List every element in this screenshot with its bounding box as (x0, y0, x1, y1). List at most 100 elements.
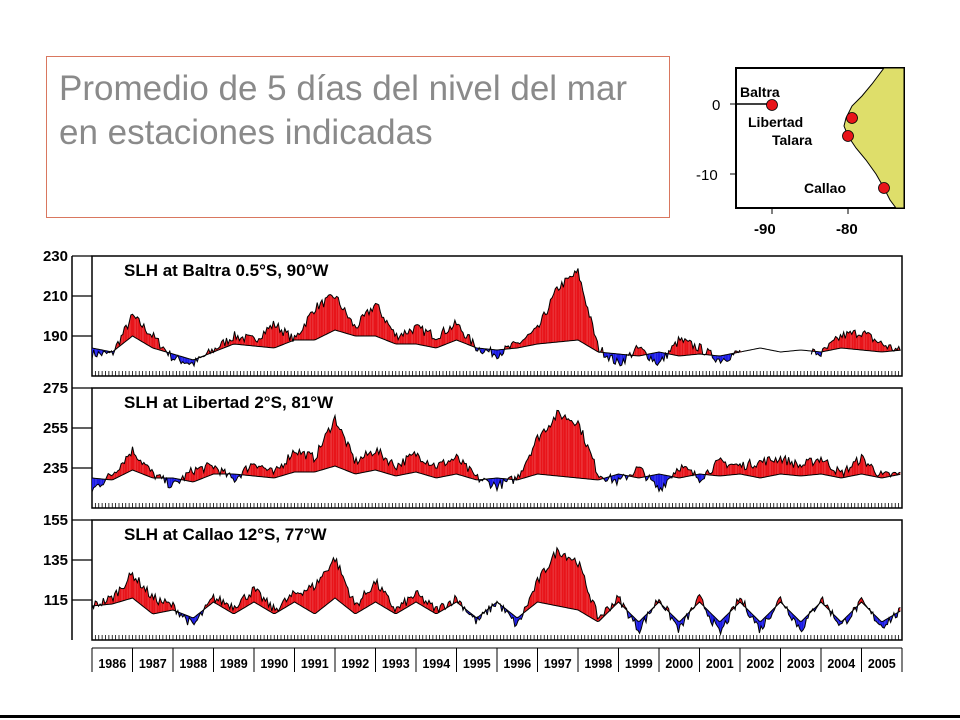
negative-anomaly-fill (495, 349, 497, 359)
positive-anomaly-fill (386, 458, 389, 474)
positive-anomaly-fill (391, 606, 394, 613)
positive-anomaly-fill (576, 268, 578, 341)
positive-anomaly-fill (331, 557, 334, 601)
positive-anomaly-fill (142, 462, 144, 475)
positive-anomaly-fill (765, 457, 768, 477)
positive-anomaly-fill (688, 340, 690, 356)
positive-anomaly-fill (370, 308, 373, 336)
positive-anomaly-fill (532, 445, 535, 476)
negative-anomaly-fill (717, 355, 719, 359)
positive-anomaly-fill (258, 590, 261, 606)
positive-anomaly-fill (731, 464, 734, 475)
positive-anomaly-fill (808, 458, 810, 476)
positive-anomaly-fill (297, 592, 300, 605)
positive-anomaly-fill (817, 458, 820, 475)
positive-anomaly-fill (145, 464, 148, 476)
negative-anomaly-fill (728, 353, 731, 361)
positive-anomaly-fill (343, 576, 345, 606)
positive-anomaly-fill (257, 466, 259, 477)
negative-anomaly-fill (95, 348, 97, 357)
negative-anomaly-fill (659, 474, 661, 492)
positive-anomaly-fill (433, 463, 436, 478)
positive-anomaly-fill (555, 410, 557, 476)
positive-anomaly-fill (778, 456, 781, 475)
positive-anomaly-fill (542, 311, 544, 344)
positive-anomaly-fill (587, 444, 590, 480)
positive-anomaly-fill (322, 299, 324, 337)
positive-anomaly-fill (573, 558, 575, 610)
positive-anomaly-fill (437, 462, 439, 478)
positive-anomaly-fill (241, 597, 243, 610)
positive-anomaly-fill (369, 451, 371, 472)
positive-anomaly-fill (441, 459, 444, 477)
positive-anomaly-fill (720, 457, 723, 476)
positive-anomaly-fill (571, 276, 574, 341)
positive-anomaly-fill (600, 614, 603, 620)
negative-anomaly-fill (173, 478, 175, 483)
positive-anomaly-fill (249, 335, 251, 346)
positive-anomaly-fill (420, 596, 423, 606)
negative-anomaly-fill (880, 621, 883, 628)
positive-anomaly-fill (780, 456, 783, 475)
positive-anomaly-fill (207, 462, 209, 477)
positive-anomaly-fill (270, 467, 272, 478)
positive-anomaly-fill (675, 341, 677, 356)
positive-anomaly-fill (330, 428, 332, 468)
positive-anomaly-fill (432, 463, 434, 478)
positive-anomaly-fill (150, 334, 152, 348)
positive-anomaly-fill (565, 278, 567, 342)
positive-anomaly-fill (406, 333, 408, 344)
negative-anomaly-fill (660, 474, 663, 491)
positive-anomaly-fill (401, 602, 404, 611)
positive-anomaly-fill (373, 303, 376, 336)
positive-anomaly-fill (307, 585, 310, 611)
title-box: Promedio de 5 días del nivel del mar en … (46, 56, 670, 218)
positive-anomaly-fill (255, 588, 258, 604)
positive-anomaly-fill (568, 557, 570, 609)
positive-anomaly-fill (824, 460, 826, 475)
positive-anomaly-fill (299, 449, 301, 472)
positive-anomaly-fill (425, 329, 428, 347)
positive-anomaly-fill (850, 466, 852, 477)
positive-anomaly-fill (381, 317, 384, 340)
negative-anomaly-fill (636, 619, 638, 631)
positive-anomaly-fill (752, 465, 755, 477)
positive-anomaly-fill (736, 464, 739, 475)
positive-anomaly-fill (427, 330, 429, 347)
positive-anomaly-fill (432, 338, 434, 348)
station-dot-callao (878, 182, 890, 194)
positive-anomaly-fill (565, 553, 567, 608)
positive-anomaly-fill (443, 327, 446, 346)
positive-anomaly-fill (717, 459, 719, 476)
positive-anomaly-fill (848, 331, 851, 349)
positive-anomaly-fill (725, 461, 728, 476)
x-tick-label: 2004 (827, 657, 855, 671)
positive-anomaly-fill (532, 328, 535, 345)
positive-anomaly-fill (163, 598, 165, 612)
positive-anomaly-fill (127, 454, 130, 473)
positive-anomaly-fill (428, 329, 431, 347)
positive-anomaly-fill (328, 294, 331, 334)
positive-anomaly-fill (416, 324, 418, 345)
positive-anomaly-fill (837, 337, 839, 349)
positive-anomaly-fill (279, 464, 282, 477)
positive-anomaly-fill (289, 594, 292, 605)
positive-anomaly-fill (697, 594, 700, 604)
positive-anomaly-fill (788, 457, 791, 475)
lon-tick-minus80: -80 (836, 221, 858, 238)
positive-anomaly-fill (323, 433, 326, 470)
positive-anomaly-fill (770, 460, 773, 476)
positive-anomaly-fill (709, 350, 711, 356)
positive-anomaly-fill (571, 559, 574, 610)
positive-anomaly-fill (563, 278, 566, 342)
positive-anomaly-fill (130, 572, 133, 599)
positive-anomaly-fill (307, 315, 310, 340)
positive-anomaly-fill (124, 456, 127, 474)
x-tick-label: 2001 (706, 657, 734, 671)
sea-level-line (810, 329, 901, 358)
positive-anomaly-fill (250, 463, 253, 476)
positive-anomaly-fill (419, 325, 421, 345)
negative-anomaly-fill (620, 354, 622, 366)
station-map: 0 -10 -90 -80 Baltra Libertad Talara Cal… (696, 67, 905, 238)
negative-anomaly-fill (514, 616, 517, 627)
